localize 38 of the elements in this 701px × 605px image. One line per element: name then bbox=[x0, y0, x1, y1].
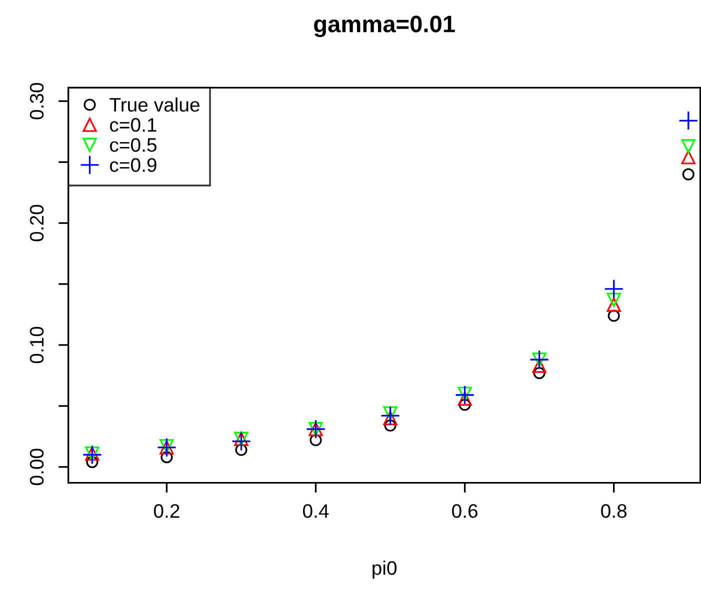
point bbox=[235, 444, 248, 456]
point bbox=[606, 292, 621, 307]
point bbox=[383, 406, 398, 420]
point bbox=[383, 411, 398, 426]
point bbox=[604, 279, 624, 299]
point bbox=[231, 431, 252, 452]
point bbox=[384, 419, 396, 432]
point bbox=[458, 392, 472, 406]
chart-title: gamma=0.01 bbox=[314, 16, 455, 38]
y-tick-label: 0.30 bbox=[30, 82, 44, 120]
point bbox=[606, 298, 621, 312]
point bbox=[82, 444, 102, 465]
x-tick-label: 0.4 bbox=[303, 504, 329, 518]
point bbox=[458, 398, 471, 411]
point bbox=[533, 367, 546, 380]
x-axis-title: pi0 bbox=[372, 560, 397, 579]
point bbox=[608, 310, 620, 322]
point bbox=[681, 150, 696, 164]
point bbox=[532, 358, 546, 373]
point bbox=[678, 110, 698, 131]
point bbox=[458, 386, 472, 401]
point bbox=[86, 456, 98, 468]
point bbox=[454, 385, 475, 405]
legend-label: True value bbox=[110, 97, 200, 112]
x-tick-label: 0.2 bbox=[154, 504, 180, 518]
y-tick-label: 0.10 bbox=[30, 326, 44, 364]
y-tick-label: 0.00 bbox=[30, 448, 44, 486]
legend-label: c=0.5 bbox=[110, 138, 156, 152]
point bbox=[681, 139, 696, 154]
point bbox=[682, 168, 694, 180]
point bbox=[380, 406, 400, 426]
legend-label: c=0.1 bbox=[110, 118, 156, 132]
y-tick-label: 0.20 bbox=[30, 204, 44, 242]
x-tick-label: 0.6 bbox=[452, 504, 478, 518]
legend-label: c=0.9 bbox=[110, 158, 156, 172]
point bbox=[310, 434, 322, 446]
point bbox=[160, 451, 173, 464]
x-tick-label: 0.8 bbox=[601, 504, 627, 518]
